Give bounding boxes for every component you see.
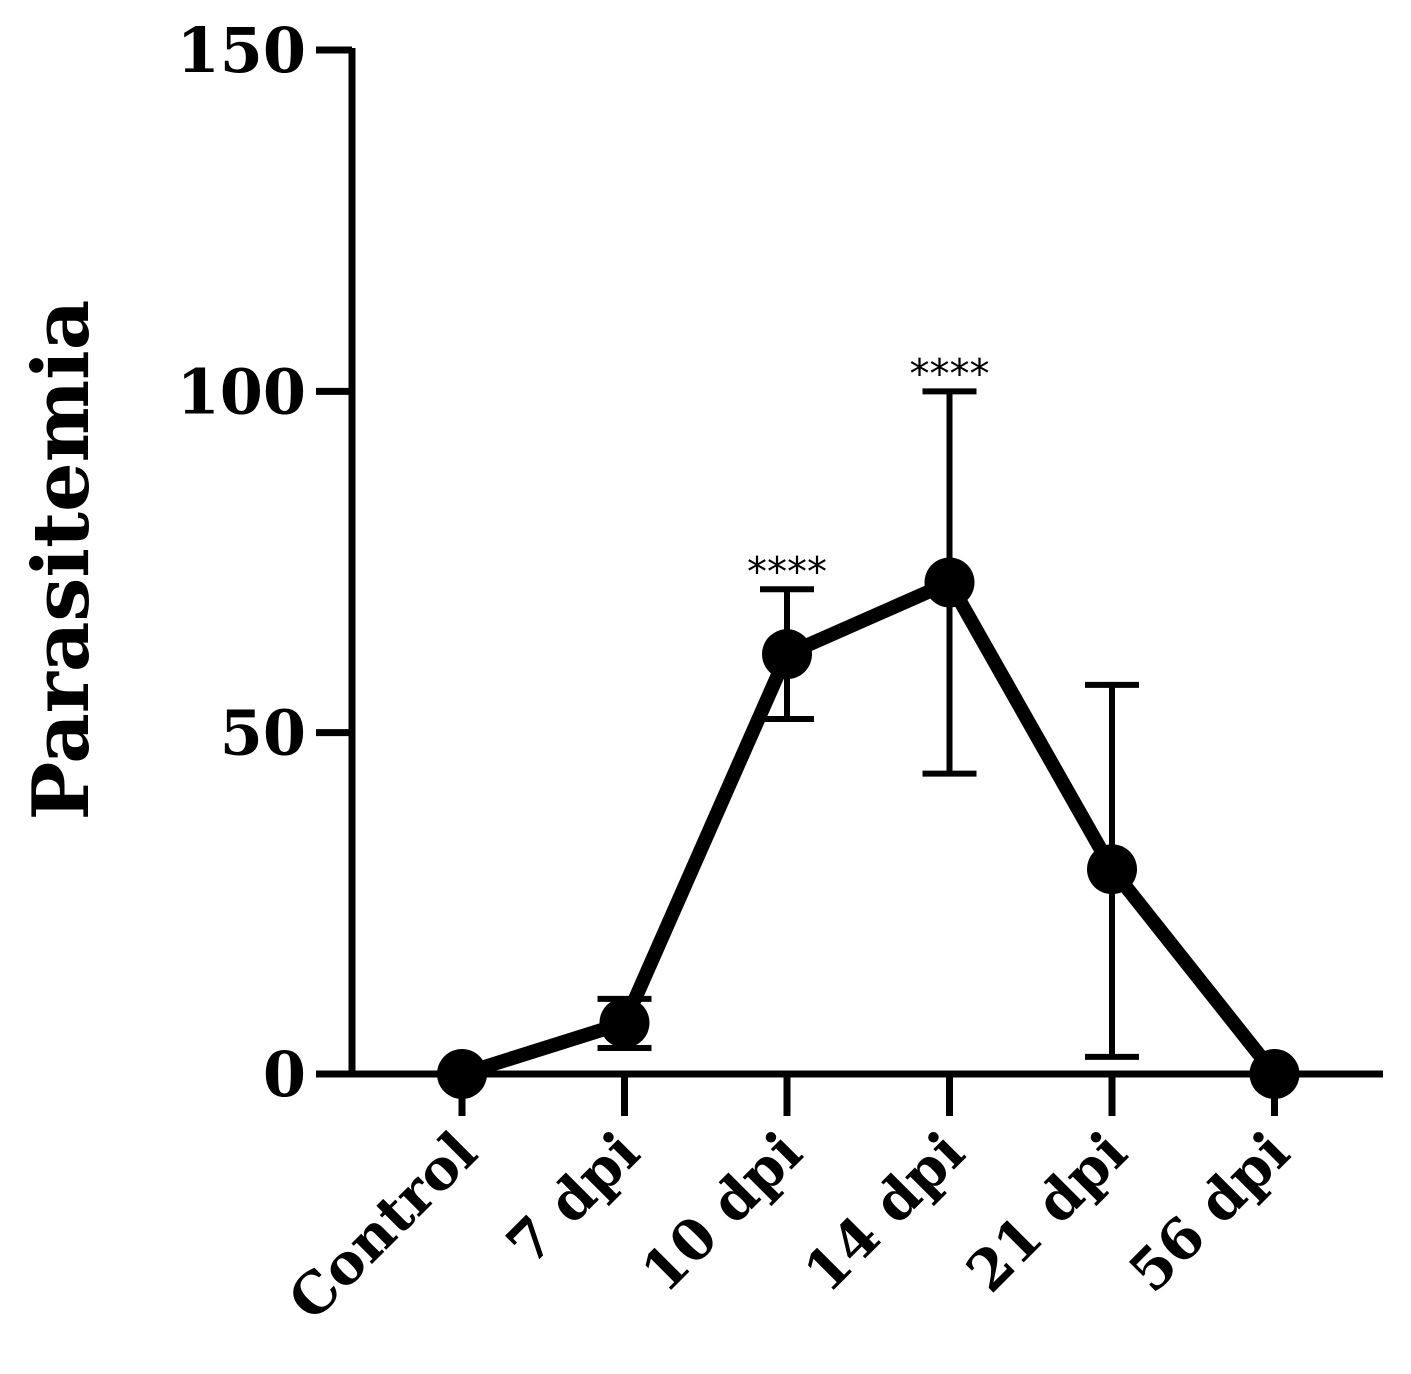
x-tick-label: 10 dpi xyxy=(629,1119,815,1305)
error-bars xyxy=(597,388,1139,1060)
y-tick-label: 0 xyxy=(263,1038,306,1111)
significance-label: **** xyxy=(747,549,827,595)
y-tick-label: 50 xyxy=(220,697,306,770)
axes xyxy=(348,48,1383,1078)
x-tick-label: 56 dpi xyxy=(1116,1119,1302,1305)
data-point xyxy=(1249,1049,1300,1099)
series-line-path xyxy=(459,575,1280,1081)
y-tick-label: 100 xyxy=(177,355,306,428)
annotations: **** **** xyxy=(747,351,990,595)
x-tick-label: 21 dpi xyxy=(954,1119,1140,1305)
x-tick-label: Control xyxy=(276,1119,490,1333)
significance-label: **** xyxy=(910,351,990,397)
x-tick-label: 14 dpi xyxy=(791,1119,977,1305)
data-point xyxy=(599,997,650,1048)
y-tick-label: 150 xyxy=(177,14,306,87)
data-point xyxy=(924,557,975,608)
y-ticks: 0 50 100 150 xyxy=(177,14,352,1111)
series-line xyxy=(459,575,1280,1081)
data-point xyxy=(762,629,812,680)
data-point xyxy=(1087,844,1137,895)
data-point xyxy=(437,1049,487,1099)
y-axis-label: Parasitemia xyxy=(16,300,107,821)
data-points xyxy=(437,557,1300,1099)
x-tick-label: 7 dpi xyxy=(494,1119,652,1277)
